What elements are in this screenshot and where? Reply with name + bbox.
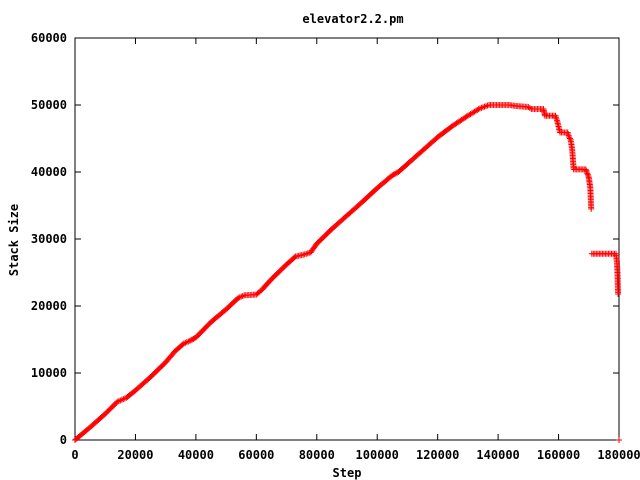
y-tick-label: 50000 (31, 98, 67, 112)
x-tick-label: 180000 (597, 448, 640, 462)
y-tick-label: 20000 (31, 299, 67, 313)
x-tick-label: 160000 (537, 448, 580, 462)
y-tick-label: 40000 (31, 165, 67, 179)
y-axis: 0 10000 20000 30000 40000 50000 60000 (31, 31, 619, 447)
data-point (552, 112, 559, 119)
data-point (303, 250, 310, 257)
data-point (616, 437, 622, 443)
data-point (564, 129, 571, 136)
data-point (583, 169, 590, 175)
data-point (301, 251, 308, 258)
y-tick-label: 30000 (31, 232, 67, 246)
data-point (588, 205, 595, 212)
data-point (526, 105, 533, 112)
x-tick-label: 120000 (416, 448, 459, 462)
x-tick-label: 40000 (178, 448, 214, 462)
data-point (584, 170, 591, 177)
data-point (291, 254, 298, 261)
data-point (475, 106, 482, 113)
data-point (585, 173, 592, 180)
y-tick-label: 0 (60, 433, 67, 447)
data-point (566, 135, 573, 142)
x-tick-label: 100000 (356, 448, 399, 462)
y-axis-label: Stack Size (7, 204, 21, 276)
x-tick-label: 0 (71, 448, 78, 462)
y-tick-label: 60000 (31, 31, 67, 45)
x-axis: 0 20000 40000 60000 80000 100000 120000 140000 1… (71, 38, 640, 462)
data-point (615, 290, 622, 297)
data-point (583, 167, 590, 174)
data-point (582, 166, 589, 173)
x-tick-label: 140000 (476, 448, 519, 462)
x-tick-label: 80000 (299, 448, 335, 462)
data-series (72, 102, 622, 443)
chart-title: elevator2.2.pm (302, 12, 403, 26)
data-point (584, 171, 591, 178)
x-tick-label: 60000 (238, 448, 274, 462)
x-tick-label: 20000 (117, 448, 153, 462)
x-axis-label: Step (333, 466, 362, 480)
plot-frame (74, 37, 620, 441)
y-tick-label: 10000 (31, 366, 67, 380)
